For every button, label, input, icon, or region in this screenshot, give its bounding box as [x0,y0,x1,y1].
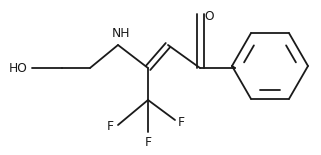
Text: O: O [204,10,213,23]
Text: F: F [144,136,152,149]
Text: F: F [178,115,185,128]
Text: HO: HO [9,62,28,75]
Text: NH: NH [112,27,130,40]
Text: F: F [107,120,114,133]
